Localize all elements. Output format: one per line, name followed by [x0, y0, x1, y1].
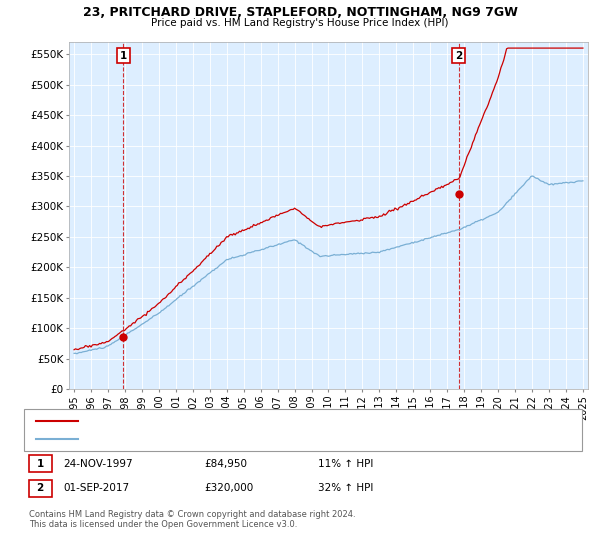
Text: 2: 2 [455, 50, 462, 60]
Text: 23, PRITCHARD DRIVE, STAPLEFORD, NOTTINGHAM, NG9 7GW: 23, PRITCHARD DRIVE, STAPLEFORD, NOTTING… [83, 6, 517, 18]
Text: £84,950: £84,950 [204, 459, 247, 469]
Text: 24-NOV-1997: 24-NOV-1997 [63, 459, 133, 469]
Text: 23, PRITCHARD DRIVE, STAPLEFORD, NOTTINGHAM, NG9 7GW (detached house): 23, PRITCHARD DRIVE, STAPLEFORD, NOTTING… [84, 416, 478, 426]
Text: £320,000: £320,000 [204, 483, 253, 493]
Text: 1: 1 [119, 50, 127, 60]
Text: Contains HM Land Registry data © Crown copyright and database right 2024.
This d: Contains HM Land Registry data © Crown c… [29, 510, 355, 529]
Text: Price paid vs. HM Land Registry's House Price Index (HPI): Price paid vs. HM Land Registry's House … [151, 18, 449, 28]
Text: 11% ↑ HPI: 11% ↑ HPI [318, 459, 373, 469]
Text: HPI: Average price, detached house, Broxtowe: HPI: Average price, detached house, Brox… [84, 434, 311, 444]
Text: 01-SEP-2017: 01-SEP-2017 [63, 483, 129, 493]
Text: 1: 1 [37, 459, 44, 469]
Text: 2: 2 [37, 483, 44, 493]
Text: 32% ↑ HPI: 32% ↑ HPI [318, 483, 373, 493]
